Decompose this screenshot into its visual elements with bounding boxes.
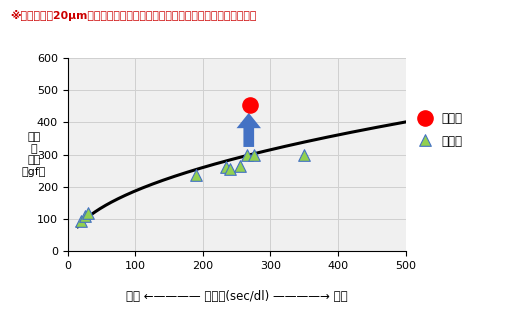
- Point: [300, 153, 308, 158]
- Legend: 開発品, 従来品: 開発品, 従来品: [418, 112, 463, 148]
- Point: [242, 152, 251, 157]
- Point: [192, 173, 200, 178]
- Point: [84, 210, 92, 215]
- Point: [236, 163, 244, 168]
- Text: 高い ←———— 透気性(sec/dl) ————→ 低い: 高い ←———— 透気性(sec/dl) ————→ 低い: [126, 290, 347, 303]
- Point: [77, 218, 85, 223]
- Point: [250, 152, 258, 157]
- Point: [226, 166, 234, 172]
- Point: [223, 165, 231, 170]
- Text: 突刺
し
強度
（gf）: 突刺 し 強度 （gf）: [22, 132, 46, 177]
- Point: [246, 102, 254, 107]
- Point: [81, 213, 89, 218]
- Text: ※同じ厚み（20μm）のフィルムでは、透気性が高い程突刺し強度は低くなる: ※同じ厚み（20μm）のフィルムでは、透気性が高い程突刺し強度は低くなる: [10, 10, 257, 21]
